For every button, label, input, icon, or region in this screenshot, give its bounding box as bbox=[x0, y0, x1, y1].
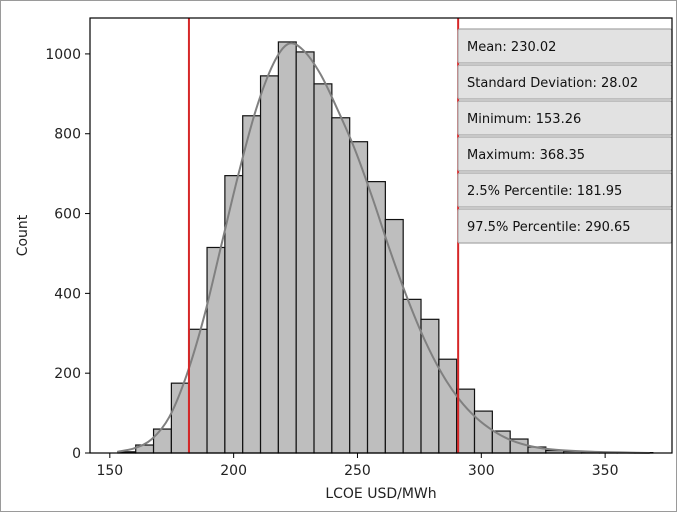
y-axis-label: Count bbox=[15, 214, 31, 256]
histogram-bar bbox=[491, 430, 511, 454]
y-tick-label: 1000 bbox=[45, 47, 81, 63]
stats-text: Minimum: 153.26 bbox=[467, 112, 581, 127]
histogram-bar bbox=[313, 83, 333, 454]
stats-text: 2.5% Percentile: 181.95 bbox=[467, 184, 622, 199]
stats-text: Maximum: 368.35 bbox=[467, 148, 585, 163]
histogram-bar bbox=[402, 298, 422, 454]
x-tick-label: 200 bbox=[220, 463, 247, 479]
y-tick-label: 600 bbox=[54, 207, 81, 223]
y-tick-label: 400 bbox=[54, 286, 81, 302]
stats-text: Mean: 230.02 bbox=[467, 40, 556, 55]
x-tick-label: 300 bbox=[468, 463, 495, 479]
stats-text: Standard Deviation: 28.02 bbox=[467, 76, 638, 91]
x-axis-label: LCOE USD/MWh bbox=[325, 486, 436, 502]
y-tick-label: 200 bbox=[54, 366, 81, 382]
x-axis-ticks: 150 200 250 300 350 bbox=[96, 453, 618, 479]
y-axis-ticks: 0 200 400 600 800 1000 bbox=[45, 47, 90, 462]
histogram-bar bbox=[242, 115, 262, 454]
x-tick-label: 250 bbox=[344, 463, 371, 479]
histogram-bar bbox=[331, 117, 351, 454]
histogram-bars bbox=[117, 41, 654, 454]
y-tick-label: 800 bbox=[54, 127, 81, 143]
histogram-bar bbox=[206, 246, 226, 454]
y-tick-label: 0 bbox=[72, 446, 81, 462]
stats-box-group: Mean: 230.02 Standard Deviation: 28.02 Min… bbox=[457, 28, 673, 244]
histogram-bar bbox=[277, 41, 297, 454]
x-tick-label: 150 bbox=[96, 463, 123, 479]
stats-text: 97.5% Percentile: 290.65 bbox=[467, 220, 631, 235]
kde-curve bbox=[117, 42, 650, 454]
histogram-bar bbox=[188, 328, 208, 454]
histogram-bar bbox=[349, 141, 369, 454]
histogram-bar bbox=[152, 428, 172, 454]
histogram-bar bbox=[259, 75, 279, 454]
histogram-bar bbox=[366, 181, 386, 454]
x-tick-label: 350 bbox=[592, 463, 619, 479]
plot-area-frame bbox=[89, 17, 673, 454]
histogram-bar bbox=[295, 51, 315, 454]
histogram-bar bbox=[384, 218, 404, 454]
